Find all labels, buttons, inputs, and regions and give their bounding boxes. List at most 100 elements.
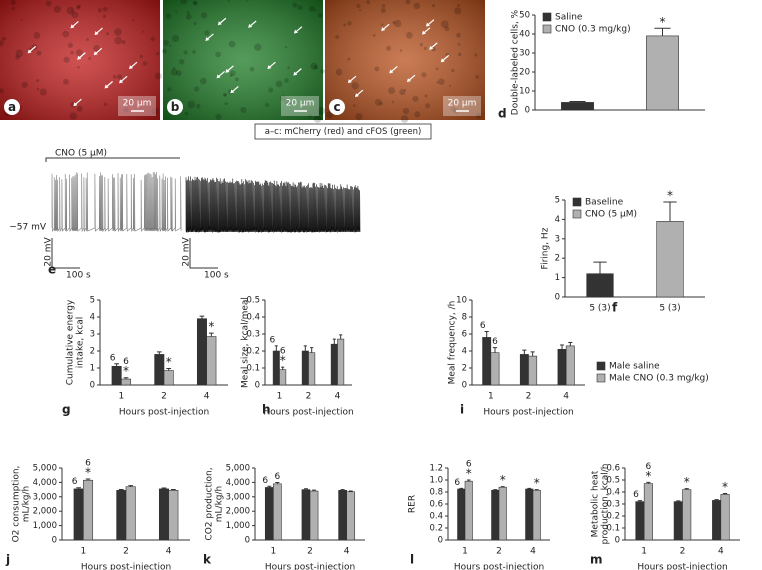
error-bar — [128, 485, 134, 487]
error-bar — [568, 342, 573, 346]
speckle — [224, 101, 228, 106]
scale-bars — [189, 238, 218, 269]
speckle — [372, 33, 376, 37]
y-tick-label: 3 — [90, 330, 95, 340]
speckle — [67, 42, 73, 48]
arrow-head — [94, 31, 99, 36]
speckle — [440, 20, 449, 29]
error-bar — [484, 330, 489, 338]
y-tick-label: 0.3 — [606, 500, 620, 510]
y-axis-label: Meal frequency, /h — [448, 301, 458, 385]
speckle — [413, 2, 421, 10]
x-tick-label: 5 (3) — [589, 304, 610, 314]
y-tick-label: 1 — [90, 364, 95, 374]
x-tick-label: 2 — [123, 547, 129, 557]
speckle — [150, 36, 156, 42]
bar — [498, 486, 507, 541]
x-axis-label: Hours post-injection — [454, 563, 544, 570]
speckle — [402, 107, 410, 115]
voltage-trace — [185, 176, 361, 234]
bar — [111, 365, 122, 386]
speckle — [154, 72, 162, 80]
bar — [338, 490, 347, 541]
y-tick-label: 0.2 — [246, 347, 260, 357]
speckle — [171, 34, 180, 43]
speckle — [123, 107, 129, 113]
y-tick-label: 3,000 — [226, 492, 250, 502]
speckle — [178, 58, 185, 65]
y-tick-label: 1,000 — [226, 521, 250, 531]
x-tick-label: 4 — [530, 547, 536, 557]
error-bar — [348, 490, 353, 492]
panel-letter: d — [498, 107, 507, 121]
error-bar — [684, 488, 689, 490]
x-tick-label: 1 — [641, 547, 647, 557]
speckle — [102, 6, 108, 12]
speckle — [193, 1, 198, 6]
error-bar — [534, 489, 539, 491]
panel-letter: a — [8, 100, 16, 114]
panel-letter: i — [460, 403, 464, 417]
speckle — [313, 115, 322, 123]
speckle — [451, 68, 455, 73]
bar — [279, 369, 287, 386]
y-tick-label: 2 — [555, 254, 560, 264]
bar — [565, 345, 575, 386]
speckle — [20, 18, 23, 21]
speckle — [292, 2, 298, 8]
speckle — [394, 19, 402, 28]
scale-bars — [51, 238, 80, 269]
error-bar — [161, 487, 167, 489]
speckle — [66, 6, 75, 15]
speckle — [275, 80, 283, 88]
speckle — [317, 13, 323, 18]
legend-label: Male saline — [609, 362, 660, 372]
speckle — [204, 30, 210, 36]
speckle — [310, 62, 318, 70]
y-tick-label: 0.2 — [429, 524, 443, 534]
speckle — [112, 74, 117, 79]
speckle — [431, 4, 436, 8]
speckle — [103, 102, 108, 107]
speckle — [313, 65, 318, 70]
y-tick-label: 30 — [519, 49, 530, 59]
y-axis-label: mL/kg/h — [22, 486, 32, 522]
bar — [557, 348, 567, 386]
arrow-head — [425, 22, 430, 27]
micrograph-shade — [163, 0, 323, 120]
error-bar — [559, 344, 565, 350]
bar — [586, 273, 614, 298]
scale-t: 100 s — [66, 271, 91, 281]
speckle — [280, 95, 286, 102]
bar — [309, 490, 319, 541]
error-bar — [500, 486, 505, 488]
n-label: 6 — [466, 460, 472, 470]
speckle — [184, 111, 189, 116]
speckle — [403, 89, 407, 92]
speckle — [15, 49, 24, 58]
significance: * — [466, 467, 472, 481]
arrow-head — [129, 65, 134, 70]
speckle — [53, 5, 62, 13]
y-tick-label: 0.4 — [429, 512, 443, 522]
y-tick-label: 0 — [255, 381, 260, 391]
speckle — [222, 92, 227, 97]
error-bar — [722, 492, 728, 495]
error-bar — [339, 334, 343, 340]
bar — [273, 483, 282, 541]
y-tick-label: 3,000 — [33, 492, 57, 502]
significance: * — [85, 465, 91, 479]
scale-v: 20 mV — [44, 237, 54, 267]
bar — [720, 494, 730, 541]
arrow-head — [293, 29, 298, 34]
speckle — [284, 97, 292, 106]
error-bar — [274, 345, 278, 351]
speckle — [391, 100, 395, 104]
y-tick-label: 5 — [555, 196, 560, 206]
error-bar — [281, 366, 285, 370]
error-bar — [199, 315, 205, 319]
speckle — [457, 42, 461, 46]
y-axis-label: O2 consumption, — [12, 466, 22, 543]
speckle — [180, 0, 188, 5]
x-tick-label: 2 — [307, 547, 313, 557]
